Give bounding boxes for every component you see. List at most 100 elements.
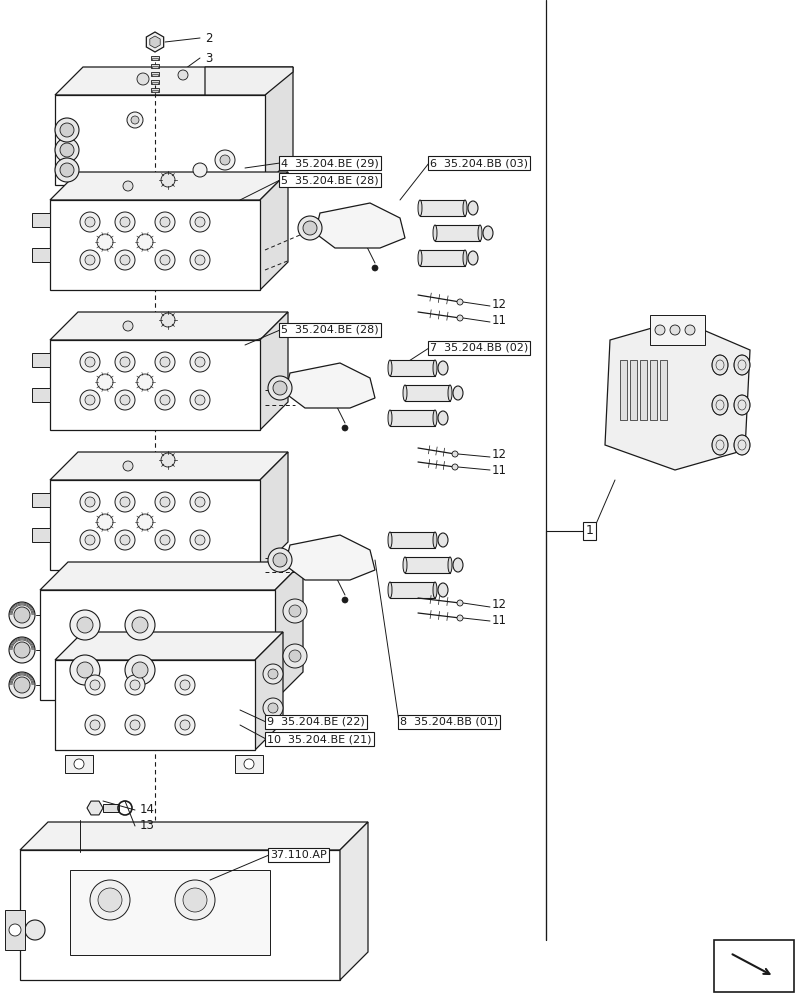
- Circle shape: [175, 675, 195, 695]
- Bar: [389, 582, 435, 598]
- Text: 2: 2: [204, 32, 212, 45]
- Circle shape: [85, 357, 95, 367]
- Circle shape: [130, 680, 139, 690]
- Ellipse shape: [437, 583, 448, 597]
- Circle shape: [160, 497, 169, 507]
- Bar: [234, 755, 263, 773]
- Circle shape: [120, 535, 130, 545]
- Bar: [713, 940, 793, 992]
- Polygon shape: [40, 562, 303, 590]
- Circle shape: [195, 497, 204, 507]
- Text: 11: 11: [491, 314, 506, 328]
- Ellipse shape: [432, 360, 436, 376]
- Polygon shape: [50, 312, 288, 340]
- Bar: [32, 388, 50, 402]
- Ellipse shape: [467, 201, 478, 215]
- Polygon shape: [260, 312, 288, 430]
- Text: 14: 14: [139, 803, 155, 816]
- Circle shape: [684, 325, 694, 335]
- Polygon shape: [50, 480, 260, 570]
- Circle shape: [80, 250, 100, 270]
- Circle shape: [97, 374, 113, 390]
- Polygon shape: [340, 822, 367, 980]
- Circle shape: [161, 313, 175, 327]
- Text: 4  35.204.BE (29): 4 35.204.BE (29): [281, 158, 378, 168]
- Bar: [435, 225, 479, 241]
- Circle shape: [122, 321, 133, 331]
- Ellipse shape: [453, 558, 462, 572]
- Polygon shape: [315, 203, 405, 248]
- Text: 10  35.204.BE (21): 10 35.204.BE (21): [267, 734, 371, 744]
- Circle shape: [9, 924, 21, 936]
- Bar: [151, 56, 159, 60]
- Ellipse shape: [462, 200, 466, 216]
- Bar: [152, 58, 158, 60]
- Bar: [620, 360, 626, 420]
- Circle shape: [70, 655, 100, 685]
- Ellipse shape: [388, 532, 392, 548]
- Circle shape: [60, 143, 74, 157]
- Circle shape: [341, 425, 348, 431]
- Text: 11: 11: [491, 614, 506, 628]
- Circle shape: [77, 617, 93, 633]
- Circle shape: [85, 255, 95, 265]
- Bar: [152, 74, 158, 76]
- Circle shape: [122, 181, 133, 191]
- Circle shape: [272, 553, 286, 567]
- Circle shape: [115, 212, 135, 232]
- Circle shape: [85, 715, 105, 735]
- Circle shape: [160, 395, 169, 405]
- Circle shape: [160, 357, 169, 367]
- Circle shape: [452, 464, 457, 470]
- Polygon shape: [260, 172, 288, 290]
- Ellipse shape: [711, 355, 727, 375]
- Bar: [32, 353, 50, 367]
- Ellipse shape: [432, 532, 436, 548]
- Circle shape: [195, 217, 204, 227]
- Circle shape: [60, 123, 74, 137]
- Circle shape: [155, 492, 175, 512]
- Circle shape: [9, 672, 35, 698]
- Circle shape: [9, 602, 35, 628]
- Polygon shape: [50, 340, 260, 430]
- Ellipse shape: [418, 200, 422, 216]
- Circle shape: [268, 703, 277, 713]
- Circle shape: [457, 299, 462, 305]
- Circle shape: [182, 888, 207, 912]
- Circle shape: [190, 530, 210, 550]
- Ellipse shape: [402, 557, 406, 573]
- Circle shape: [190, 352, 210, 372]
- Circle shape: [74, 759, 84, 769]
- Circle shape: [371, 265, 378, 271]
- Circle shape: [457, 615, 462, 621]
- Circle shape: [130, 720, 139, 730]
- Circle shape: [195, 255, 204, 265]
- Text: 5  35.204.BE (28): 5 35.204.BE (28): [281, 325, 378, 335]
- Ellipse shape: [733, 435, 749, 455]
- Circle shape: [155, 212, 175, 232]
- Bar: [151, 88, 159, 92]
- Bar: [32, 248, 50, 262]
- Text: 8  35.204.BB (01): 8 35.204.BB (01): [400, 717, 497, 727]
- Circle shape: [90, 720, 100, 730]
- Circle shape: [263, 664, 283, 684]
- Text: 37.110.AP: 37.110.AP: [270, 850, 326, 860]
- Circle shape: [132, 617, 148, 633]
- Circle shape: [55, 118, 79, 142]
- Circle shape: [289, 650, 301, 662]
- Circle shape: [268, 376, 292, 400]
- Circle shape: [669, 325, 679, 335]
- Polygon shape: [50, 172, 288, 200]
- Text: 13: 13: [139, 819, 155, 832]
- Circle shape: [120, 217, 130, 227]
- Circle shape: [14, 677, 30, 693]
- Bar: [5, 910, 25, 950]
- Circle shape: [120, 255, 130, 265]
- Polygon shape: [50, 452, 288, 480]
- Circle shape: [85, 497, 95, 507]
- Polygon shape: [55, 632, 283, 660]
- Bar: [32, 528, 50, 542]
- Polygon shape: [264, 67, 293, 185]
- Circle shape: [120, 497, 130, 507]
- Ellipse shape: [437, 533, 448, 547]
